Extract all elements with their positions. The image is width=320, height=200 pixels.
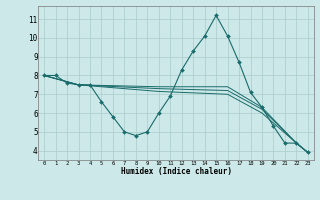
X-axis label: Humidex (Indice chaleur): Humidex (Indice chaleur) (121, 167, 231, 176)
